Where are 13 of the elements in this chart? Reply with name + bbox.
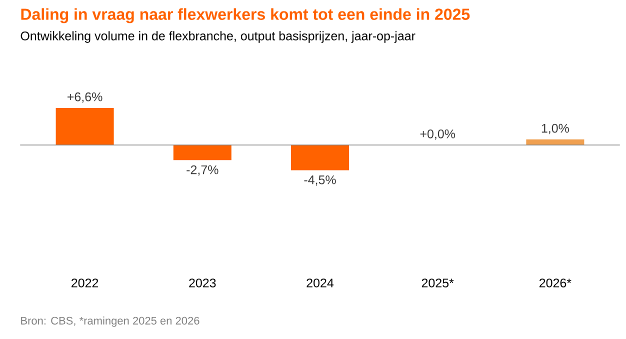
data-label: +0,0% <box>420 129 456 140</box>
x-tick-label: 2024 <box>306 278 334 288</box>
x-tick-label: 2025* <box>422 278 454 288</box>
x-tick-label: 2023 <box>189 278 216 288</box>
data-label: -2,7% <box>186 165 218 176</box>
chart-title: Daling in vraag naar flexwerkers komt tot een einde in 2025 <box>21 8 470 24</box>
data-label: -4,5% <box>304 175 336 186</box>
chart-subtitle: Ontwikkeling volume in de flexbranche, output basisprijzen, jaar-op-jaar <box>20 31 416 43</box>
data-label: 1,0% <box>542 124 569 134</box>
data-label: +6,6% <box>68 92 102 103</box>
text: Bron: CBS, *ramingen 2025 en 2026 <box>21 316 200 327</box>
x-tick-label: 2022 <box>72 278 98 288</box>
x-tick-label: 2026* <box>539 278 572 288</box>
